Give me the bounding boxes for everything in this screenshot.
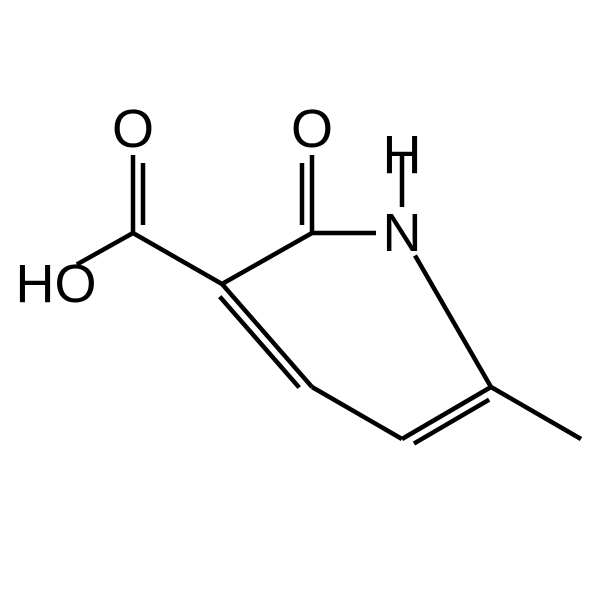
atom-label: O <box>112 99 154 159</box>
bond <box>222 233 312 284</box>
bond <box>312 387 402 439</box>
atom-label: N <box>383 203 422 263</box>
bond <box>415 256 491 387</box>
bond <box>220 297 299 388</box>
bond <box>133 233 222 284</box>
atom-label: H <box>383 125 422 185</box>
bond <box>414 400 489 444</box>
bond <box>491 387 581 439</box>
chemical-structure-diagram: NHOOHO <box>0 0 600 600</box>
bond <box>222 284 312 387</box>
atom-label: HO <box>16 254 97 314</box>
bond <box>402 387 491 439</box>
atom-label: O <box>291 99 333 159</box>
